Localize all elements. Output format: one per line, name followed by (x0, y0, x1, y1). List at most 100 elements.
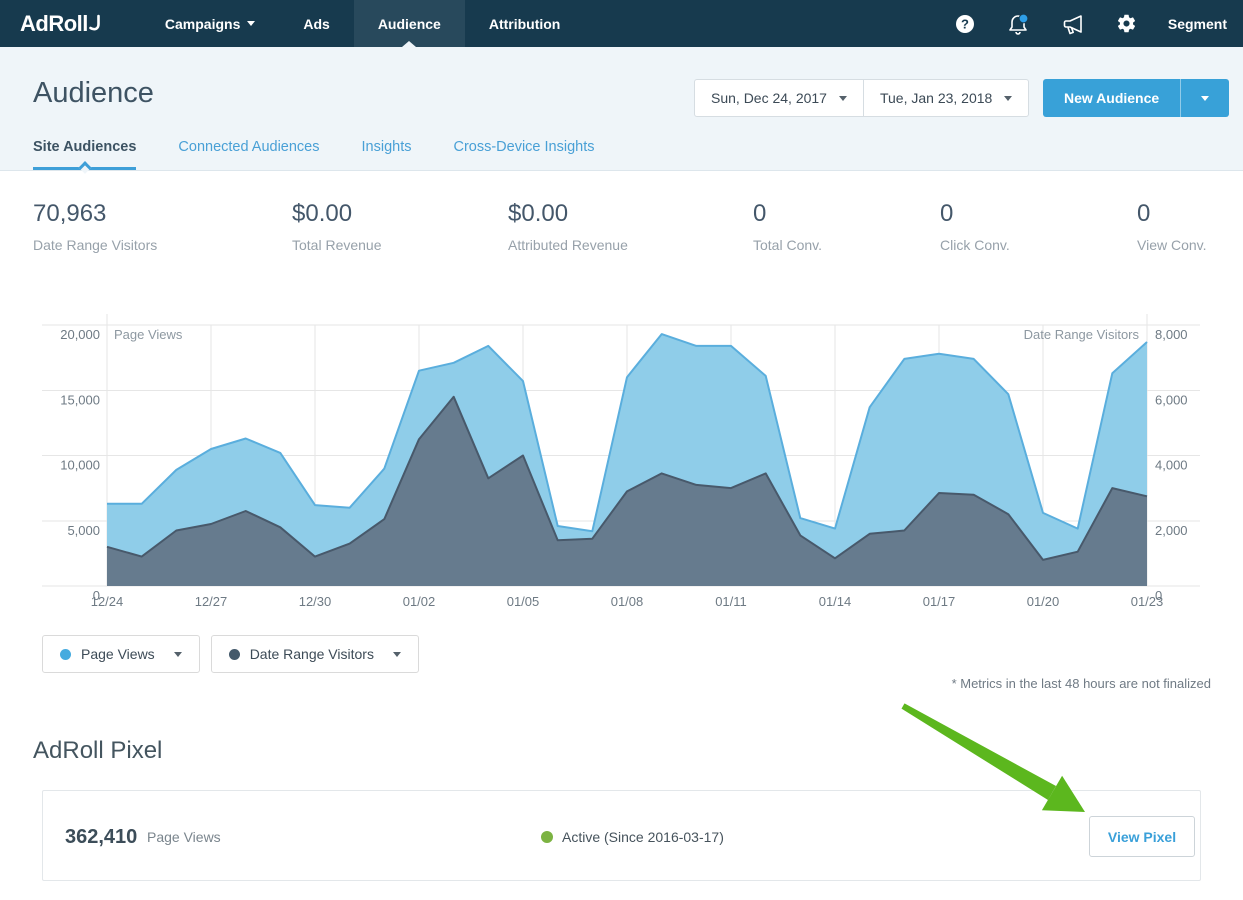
status-active-dot-icon (541, 831, 553, 843)
settings-gear-icon[interactable] (1116, 13, 1137, 34)
svg-text:12/24: 12/24 (91, 594, 124, 609)
stat-click-conv: 0 Click Conv. (940, 200, 1010, 253)
new-audience-split-button: New Audience (1043, 79, 1229, 117)
nav-item-attribution[interactable]: Attribution (465, 0, 585, 47)
stat-label: Click Conv. (940, 237, 1010, 253)
start-date-dropdown[interactable]: Sun, Dec 24, 2017 (694, 79, 864, 117)
page-title: Audience (33, 77, 154, 110)
svg-text:01/20: 01/20 (1027, 594, 1060, 609)
end-date-dropdown[interactable]: Tue, Jan 23, 2018 (863, 79, 1029, 117)
chart-legend: Page Views Date Range Visitors (42, 635, 419, 673)
start-date-value: Sun, Dec 24, 2017 (711, 90, 827, 106)
caret-down-icon (1201, 96, 1209, 101)
svg-text:4,000: 4,000 (1155, 458, 1188, 473)
traffic-trend-chart: 05,00010,00015,00020,00002,0004,0006,000… (42, 312, 1202, 614)
adroll-logo-curl-icon (89, 14, 101, 32)
tab-insights[interactable]: Insights (362, 139, 412, 170)
primary-nav-items: Campaigns Ads Audience Attribution (141, 0, 584, 47)
svg-text:01/23: 01/23 (1131, 594, 1164, 609)
adroll-audience-page: AdRoll Campaigns Ads Audience Attributio… (0, 0, 1243, 900)
stat-label: Date Range Visitors (33, 237, 157, 253)
stat-attributed-revenue: $0.00 Attributed Revenue (508, 200, 628, 253)
stat-value: 0 (1137, 200, 1207, 228)
svg-text:01/11: 01/11 (715, 594, 747, 609)
end-date-value: Tue, Jan 23, 2018 (880, 90, 992, 106)
top-nav: AdRoll Campaigns Ads Audience Attributio… (0, 0, 1243, 47)
svg-text:01/02: 01/02 (403, 594, 436, 609)
tab-connected-audiences[interactable]: Connected Audiences (178, 139, 319, 170)
view-pixel-button[interactable]: View Pixel (1089, 816, 1195, 857)
legend-page-views-dropdown[interactable]: Page Views (42, 635, 200, 673)
stat-value: 70,963 (33, 200, 157, 228)
svg-text:5,000: 5,000 (67, 523, 100, 538)
metrics-footnote: * Metrics in the last 48 hours are not f… (952, 676, 1211, 691)
tab-site-audiences[interactable]: Site Audiences (33, 139, 136, 170)
tab-label: Site Audiences (33, 139, 136, 155)
svg-text:Page Views: Page Views (114, 327, 183, 342)
stat-label: Total Conv. (753, 237, 822, 253)
megaphone-icon[interactable] (1061, 12, 1085, 36)
caret-down-icon (247, 21, 255, 26)
stat-date-range-visitors: 70,963 Date Range Visitors (33, 200, 157, 253)
svg-text:15,000: 15,000 (60, 392, 100, 407)
svg-text:01/17: 01/17 (923, 594, 956, 609)
legend-date-range-visitors-dropdown[interactable]: Date Range Visitors (211, 635, 419, 673)
adroll-pixel-card: 362,410 Page Views Active (Since 2016-03… (42, 790, 1201, 881)
date-range-visitors-series-dot (229, 649, 240, 660)
page-header: Audience Sun, Dec 24, 2017 Tue, Jan 23, … (0, 47, 1243, 171)
svg-text:8,000: 8,000 (1155, 327, 1188, 342)
active-tab-notch (78, 161, 91, 174)
svg-text:2,000: 2,000 (1155, 523, 1188, 538)
adroll-pixel-heading: AdRoll Pixel (33, 737, 162, 765)
svg-text:?: ? (961, 16, 969, 31)
stat-total-revenue: $0.00 Total Revenue (292, 200, 382, 253)
svg-text:10,000: 10,000 (60, 458, 100, 473)
stat-value: 0 (753, 200, 822, 228)
caret-down-icon (839, 96, 847, 101)
nav-item-audience[interactable]: Audience (354, 0, 465, 47)
new-audience-menu-button[interactable] (1180, 79, 1229, 117)
stat-label: Total Revenue (292, 237, 382, 253)
svg-text:01/14: 01/14 (819, 594, 852, 609)
pixel-page-views-value: 362,410 (65, 826, 137, 849)
tab-cross-device-insights[interactable]: Cross-Device Insights (453, 139, 594, 170)
stat-value: 0 (940, 200, 1010, 228)
account-name[interactable]: Segment (1168, 16, 1227, 32)
caret-down-icon (393, 652, 401, 657)
stat-total-conv: 0 Total Conv. (753, 200, 822, 253)
status-label: Active (Since 2016-03-17) (562, 829, 724, 845)
audience-tabs: Site Audiences Connected Audiences Insig… (33, 139, 595, 170)
nav-right-cluster: ? Segment (955, 12, 1227, 36)
stat-label: Attributed Revenue (508, 237, 628, 253)
caret-down-icon (1004, 96, 1012, 101)
svg-text:01/08: 01/08 (611, 594, 644, 609)
legend-label: Date Range Visitors (250, 646, 374, 662)
caret-down-icon (174, 652, 182, 657)
adroll-logo[interactable]: AdRoll (20, 11, 101, 37)
nav-item-campaigns[interactable]: Campaigns (141, 0, 279, 47)
notifications-bell-icon[interactable] (1006, 12, 1030, 36)
stat-view-conv: 0 View Conv. (1137, 200, 1207, 253)
svg-text:12/30: 12/30 (299, 594, 332, 609)
adroll-logo-text: AdRoll (20, 11, 88, 37)
svg-text:01/05: 01/05 (507, 594, 540, 609)
svg-text:20,000: 20,000 (60, 327, 100, 342)
stat-value: $0.00 (508, 200, 628, 228)
nav-item-ads[interactable]: Ads (279, 0, 353, 47)
legend-label: Page Views (81, 646, 155, 662)
trend-chart-svg: 05,00010,00015,00020,00002,0004,0006,000… (42, 312, 1202, 614)
svg-text:Date Range Visitors: Date Range Visitors (1024, 327, 1140, 342)
date-range-picker: Sun, Dec 24, 2017 Tue, Jan 23, 2018 (694, 79, 1029, 117)
nav-item-label: Audience (378, 16, 441, 32)
active-nav-notch (402, 41, 416, 47)
help-icon[interactable]: ? (955, 14, 975, 34)
pixel-page-views-label: Page Views (147, 829, 221, 845)
stat-value: $0.00 (292, 200, 382, 228)
svg-text:12/27: 12/27 (195, 594, 228, 609)
new-audience-button[interactable]: New Audience (1043, 79, 1180, 117)
nav-item-label: Campaigns (165, 16, 240, 32)
svg-text:6,000: 6,000 (1155, 392, 1188, 407)
stat-label: View Conv. (1137, 237, 1207, 253)
page-views-series-dot (60, 649, 71, 660)
pixel-status: Active (Since 2016-03-17) (541, 829, 724, 845)
